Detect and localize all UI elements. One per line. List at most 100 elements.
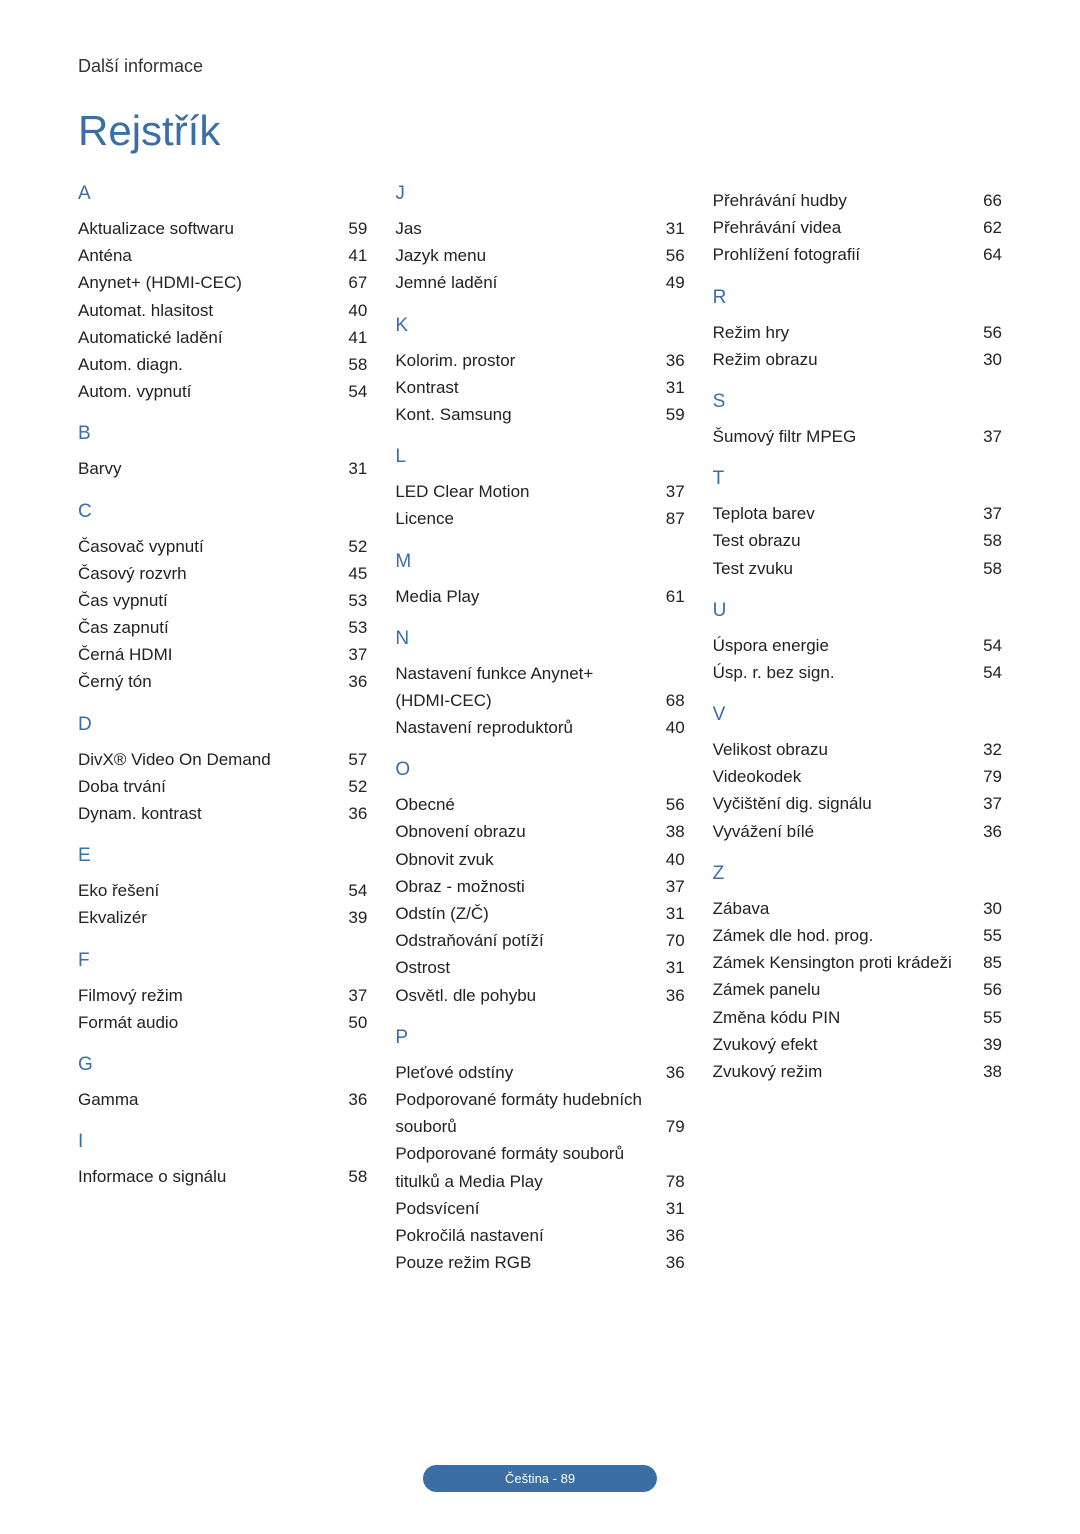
- index-entry[interactable]: Vyvážení bílé36: [713, 818, 1002, 845]
- index-entry-label: Čas zapnutí: [78, 614, 333, 641]
- index-entry-label: Formát audio: [78, 1009, 333, 1036]
- index-entry[interactable]: Časový rozvrh45: [78, 560, 367, 587]
- index-entry-page: 36: [651, 347, 685, 374]
- index-entry[interactable]: Autom. vypnutí54: [78, 378, 367, 405]
- index-entry[interactable]: Podporované formáty souborů titulků a Me…: [395, 1140, 684, 1194]
- index-entry-page: 41: [333, 324, 367, 351]
- index-entry[interactable]: Kont. Samsung59: [395, 401, 684, 428]
- index-entry[interactable]: Kontrast31: [395, 374, 684, 401]
- index-entry[interactable]: LED Clear Motion37: [395, 478, 684, 505]
- index-entry-page: 36: [333, 800, 367, 827]
- index-entry-page: 30: [968, 895, 1002, 922]
- index-entry-label: Obnovit zvuk: [395, 846, 650, 873]
- section-letter: L: [395, 446, 684, 468]
- index-entry[interactable]: Test obrazu58: [713, 527, 1002, 554]
- index-entry[interactable]: Zámek dle hod. prog.55: [713, 922, 1002, 949]
- index-entry[interactable]: Kolorim. prostor36: [395, 347, 684, 374]
- index-entry-page: 36: [651, 1249, 685, 1276]
- index-entry[interactable]: Obraz - možnosti37: [395, 873, 684, 900]
- index-entry-page: 56: [968, 976, 1002, 1003]
- index-entry-label: Videokodek: [713, 763, 968, 790]
- index-entry[interactable]: Aktualizace softwaru59: [78, 215, 367, 242]
- index-entry[interactable]: Prohlížení fotografií64: [713, 241, 1002, 268]
- index-entry[interactable]: Velikost obrazu32: [713, 736, 1002, 763]
- index-entry[interactable]: Časovač vypnutí52: [78, 533, 367, 560]
- index-entry[interactable]: Automatické ladění41: [78, 324, 367, 351]
- index-entry[interactable]: Obecné56: [395, 791, 684, 818]
- index-entry-page: 58: [968, 555, 1002, 582]
- index-entry[interactable]: Gamma36: [78, 1086, 367, 1113]
- index-entry[interactable]: Nastavení reproduktorů40: [395, 714, 684, 741]
- index-entry[interactable]: Úsp. r. bez sign.54: [713, 659, 1002, 686]
- index-entry[interactable]: Jemné ladění49: [395, 269, 684, 296]
- index-entry[interactable]: Podporované formáty hudebních souborů79: [395, 1086, 684, 1140]
- index-entry[interactable]: Podsvícení31: [395, 1195, 684, 1222]
- index-entry-label: Zvukový režim: [713, 1058, 968, 1085]
- index-entry-page: 57: [333, 746, 367, 773]
- index-entry[interactable]: Dynam. kontrast36: [78, 800, 367, 827]
- index-entry[interactable]: Režim obrazu30: [713, 346, 1002, 373]
- index-entry[interactable]: Formát audio50: [78, 1009, 367, 1036]
- index-entry[interactable]: Media Play61: [395, 583, 684, 610]
- index-entry[interactable]: Teplota barev37: [713, 500, 1002, 527]
- index-entry[interactable]: Nastavení funkce Anynet+ (HDMI-CEC)68: [395, 660, 684, 714]
- index-entry[interactable]: Šumový filtr MPEG37: [713, 423, 1002, 450]
- index-entry[interactable]: Čas vypnutí53: [78, 587, 367, 614]
- index-entry[interactable]: Režim hry56: [713, 319, 1002, 346]
- index-entry[interactable]: DivX® Video On Demand57: [78, 746, 367, 773]
- index-entry[interactable]: Videokodek79: [713, 763, 1002, 790]
- index-entry[interactable]: Eko řešení54: [78, 877, 367, 904]
- index-entry[interactable]: Informace o signálu58: [78, 1163, 367, 1190]
- index-entry-label: Časovač vypnutí: [78, 533, 333, 560]
- index-entry[interactable]: Jazyk menu56: [395, 242, 684, 269]
- index-entry[interactable]: Odstín (Z/Č)31: [395, 900, 684, 927]
- index-entry[interactable]: Pouze režim RGB36: [395, 1249, 684, 1276]
- index-entry[interactable]: Autom. diagn.58: [78, 351, 367, 378]
- index-entry[interactable]: Pokročilá nastavení36: [395, 1222, 684, 1249]
- index-entry-label: Zvukový efekt: [713, 1031, 968, 1058]
- index-entry[interactable]: Osvětl. dle pohybu36: [395, 982, 684, 1009]
- section-letter: J: [395, 183, 684, 205]
- index-entry[interactable]: Úspora energie54: [713, 632, 1002, 659]
- index-entry[interactable]: Zvukový efekt39: [713, 1031, 1002, 1058]
- index-entry[interactable]: Automat. hlasitost40: [78, 297, 367, 324]
- index-entry-label: Zámek dle hod. prog.: [713, 922, 968, 949]
- index-entry[interactable]: Odstraňování potíží70: [395, 927, 684, 954]
- index-entry[interactable]: Změna kódu PIN55: [713, 1004, 1002, 1031]
- index-column: JJas31Jazyk menu56Jemné ladění49KKolorim…: [395, 183, 684, 1276]
- index-entry[interactable]: Ostrost31: [395, 954, 684, 981]
- index-entry[interactable]: Černý tón36: [78, 668, 367, 695]
- index-entry-page: 58: [333, 351, 367, 378]
- index-entry[interactable]: Obnovení obrazu38: [395, 818, 684, 845]
- index-entry[interactable]: Přehrávání hudby66: [713, 187, 1002, 214]
- section-letter: U: [713, 600, 1002, 622]
- index-entry[interactable]: Ekvalizér39: [78, 904, 367, 931]
- index-entry[interactable]: Test zvuku58: [713, 555, 1002, 582]
- index-entry[interactable]: Černá HDMI37: [78, 641, 367, 668]
- index-entry[interactable]: Jas31: [395, 215, 684, 242]
- index-entry[interactable]: Zámek panelu56: [713, 976, 1002, 1003]
- index-entry[interactable]: Anynet+ (HDMI-CEC)67: [78, 269, 367, 296]
- index-entry[interactable]: Zvukový režim38: [713, 1058, 1002, 1085]
- index-entry[interactable]: Čas zapnutí53: [78, 614, 367, 641]
- index-entry[interactable]: Obnovit zvuk40: [395, 846, 684, 873]
- index-entry[interactable]: Barvy31: [78, 455, 367, 482]
- index-entry-label: Media Play: [395, 583, 650, 610]
- index-entry[interactable]: Zámek Kensington proti krádeži85: [713, 949, 1002, 976]
- index-entry[interactable]: Doba trvání52: [78, 773, 367, 800]
- index-entry[interactable]: Přehrávání videa62: [713, 214, 1002, 241]
- section-letter: A: [78, 183, 367, 205]
- index-entry-page: 85: [968, 949, 1002, 976]
- index-entry-page: 36: [651, 982, 685, 1009]
- index-entry[interactable]: Anténa41: [78, 242, 367, 269]
- section-letter: O: [395, 759, 684, 781]
- index-entry-label: Anténa: [78, 242, 333, 269]
- index-entry[interactable]: Licence87: [395, 505, 684, 532]
- breadcrumb: Další informace: [78, 56, 1002, 77]
- section-letter: R: [713, 287, 1002, 309]
- index-entry[interactable]: Zábava30: [713, 895, 1002, 922]
- index-entry[interactable]: Vyčištění dig. signálu37: [713, 790, 1002, 817]
- index-entry[interactable]: Filmový režim37: [78, 982, 367, 1009]
- index-entry[interactable]: Pleťové odstíny36: [395, 1059, 684, 1086]
- index-entry-label: Nastavení funkce Anynet+ (HDMI-CEC): [395, 660, 650, 714]
